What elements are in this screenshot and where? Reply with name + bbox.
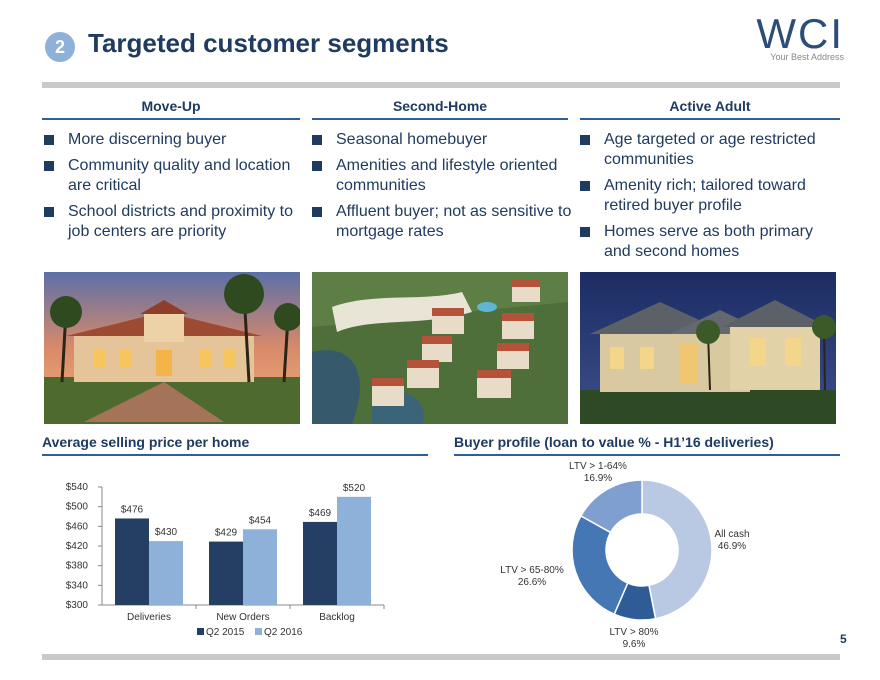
asp-bar-chart-svg: $300 $340 $380 $420 $460 $500 $540 $476 $430 Deli…: [66, 482, 385, 638]
column-heading-active-adult: Active Adult: [580, 98, 840, 120]
move-up-bullets: More discerning buyer Community quality …: [44, 130, 306, 248]
bar-value-label: $454: [249, 515, 272, 526]
bullet-square-icon: [44, 161, 54, 171]
bullet-item: School districts and proximity to job ce…: [44, 202, 306, 242]
bar-q2-2016: [337, 496, 371, 605]
top-divider: [42, 82, 840, 88]
second-home-aerial-photo: [312, 272, 568, 424]
legend-swatch: [255, 628, 262, 635]
y-tick-label: $380: [66, 561, 89, 572]
column-heading-second-home: Second-Home: [312, 98, 568, 120]
bar-q2-2016: [149, 541, 183, 605]
y-tick-label: $420: [66, 541, 89, 552]
bullet-square-icon: [312, 207, 322, 217]
logo-tagline: Your Best Address: [770, 52, 844, 62]
company-logo: WCI Your Best Address: [744, 10, 844, 63]
logo-text: WCI: [756, 10, 844, 57]
bullet-square-icon: [580, 181, 590, 191]
legend-swatch: [197, 628, 204, 635]
asp-bar-chart: $300 $340 $380 $420 $460 $500 $540 $476 $430 Deli…: [44, 470, 424, 645]
y-tick-label: $540: [66, 482, 89, 493]
bullet-item: Affluent buyer; not as sensitive to mort…: [312, 202, 574, 242]
page-title: Targeted customer segments: [88, 28, 449, 58]
bar-value-label: $520: [343, 483, 366, 494]
donut-slice-all-cash: [641, 479, 713, 620]
bullet-item: Seasonal homebuyer: [312, 130, 574, 150]
bullet-item: Age targeted or age restricted communiti…: [580, 130, 842, 170]
bar-q2-2015: [115, 518, 149, 605]
bullet-item: More discerning buyer: [44, 130, 306, 150]
column-heading-move-up: Move-Up: [42, 98, 300, 120]
category-label: New Orders: [216, 612, 269, 623]
bullet-item: Community quality and location are criti…: [44, 156, 306, 196]
section-number-badge: 2: [45, 32, 75, 62]
bullet-square-icon: [44, 207, 54, 217]
active-adult-home-photo: [580, 272, 836, 424]
bullet-square-icon: [312, 161, 322, 171]
category-label: Backlog: [319, 612, 355, 623]
pie-label-ltv-1-64: LTV > 1-64% 16.9%: [569, 461, 627, 484]
bullet-square-icon: [580, 135, 590, 145]
bullet-square-icon: [312, 135, 322, 145]
donut-slice-ltv-1-64-: [579, 479, 643, 534]
buyer-profile-chart-title: Buyer profile (loan to value % - H1’16 d…: [454, 434, 840, 456]
legend-label: Q2 2015: [206, 627, 245, 638]
buyer-profile-donut-svg: [571, 479, 713, 621]
legend-label: Q2 2016: [264, 627, 303, 638]
buyer-profile-donut-chart: LTV > 1-64% 16.9% All cash 46.9% LTV > 65-…: [454, 452, 840, 652]
second-home-bullets: Seasonal homebuyer Amenities and lifesty…: [312, 130, 574, 248]
page-number: 5: [840, 632, 847, 646]
pie-label-ltv-80: LTV > 80% 9.6%: [609, 627, 659, 650]
bullet-item: Homes serve as both primary and second h…: [580, 222, 842, 262]
bar-q2-2015: [303, 521, 337, 605]
bar-value-label: $469: [309, 508, 332, 519]
bar-q2-2016: [243, 529, 277, 605]
donut-slice-ltv-65-80-: [571, 514, 629, 616]
bar-value-label: $429: [215, 528, 238, 539]
y-tick-label: $340: [66, 580, 89, 591]
y-tick-label: $300: [66, 600, 89, 611]
pie-label-all-cash: All cash 46.9%: [714, 529, 750, 552]
bullet-item: Amenity rich; tailored toward retired bu…: [580, 176, 842, 216]
active-adult-bullets: Age targeted or age restricted communiti…: [580, 130, 842, 268]
bar-value-label: $476: [121, 504, 144, 515]
bar-value-label: $430: [155, 527, 178, 538]
bar-q2-2015: [209, 541, 243, 605]
bottom-divider: [42, 654, 840, 660]
category-label: Deliveries: [127, 612, 171, 623]
y-tick-label: $500: [66, 502, 89, 513]
move-up-home-photo: [44, 272, 300, 424]
pie-label-ltv-65-80: LTV > 65-80% 26.6%: [500, 565, 564, 588]
bullet-square-icon: [44, 135, 54, 145]
y-tick-label: $460: [66, 521, 89, 532]
bullet-square-icon: [580, 227, 590, 237]
asp-chart-title: Average selling price per home: [42, 434, 428, 456]
bullet-item: Amenities and lifestyle oriented communi…: [312, 156, 574, 196]
